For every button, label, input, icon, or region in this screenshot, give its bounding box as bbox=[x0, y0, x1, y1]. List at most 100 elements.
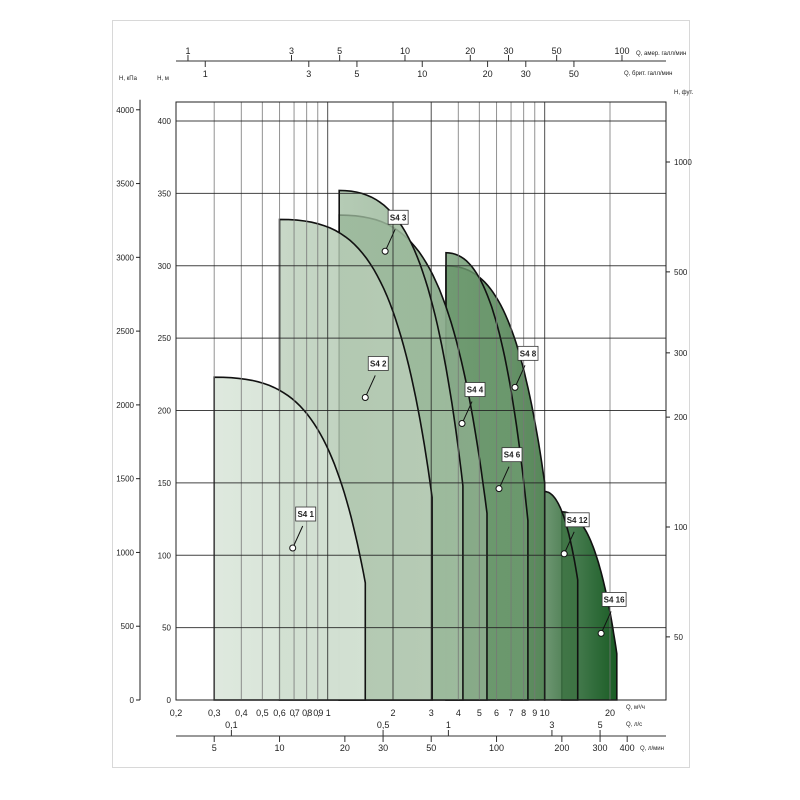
y-tick-label-m: 50 bbox=[162, 624, 171, 633]
x-tick-label-usgpm: 1 bbox=[185, 46, 190, 56]
x-tick-label-lmin: 20 bbox=[340, 743, 350, 753]
series-label-box bbox=[501, 447, 523, 463]
x-tick-label-usgpm: 5 bbox=[337, 46, 342, 56]
series-label: S4 16 bbox=[604, 595, 625, 604]
x-tick-label-usgpm: 20 bbox=[465, 46, 475, 56]
x-tick-label: 20 bbox=[605, 708, 615, 718]
x-axis-label-lmin: Q, л/мин bbox=[640, 746, 664, 752]
x-tick-label-impgpm: 10 bbox=[417, 69, 427, 79]
x-tick-label-ls: 0,1 bbox=[225, 720, 238, 730]
operating-point bbox=[511, 383, 519, 391]
y-tick-label-kpa: 1000 bbox=[116, 548, 134, 557]
label-leader bbox=[384, 229, 396, 252]
y-tick-label-kpa: 2500 bbox=[116, 327, 134, 336]
series-label-box bbox=[601, 592, 627, 607]
x-axis-label-usgpm: Q, амер. галл/мин bbox=[636, 51, 686, 57]
label-leader bbox=[498, 466, 510, 489]
x-tick-label: 3 bbox=[429, 708, 434, 718]
operating-point bbox=[597, 629, 605, 637]
x-tick-label-impgpm: 3 bbox=[306, 69, 311, 79]
label-leader bbox=[364, 375, 376, 398]
x-tick-label: 4 bbox=[456, 708, 461, 718]
y-tick-label-m: 300 bbox=[158, 262, 172, 271]
series-label: S4 1 bbox=[297, 510, 314, 519]
operating-point bbox=[381, 247, 389, 255]
x-tick-label-usgpm: 50 bbox=[552, 46, 562, 56]
x-tick-label-usgpm: 100 bbox=[614, 46, 629, 56]
y-tick-label-kpa: 0 bbox=[130, 696, 135, 705]
x-tick-label-ls: 5 bbox=[598, 720, 603, 730]
pump-region-s412 bbox=[543, 490, 579, 701]
x-tick-label-impgpm: 30 bbox=[521, 69, 531, 79]
y-tick-label-kpa: 4000 bbox=[116, 106, 134, 115]
x-tick-label: 0,5 bbox=[256, 708, 269, 718]
operating-point bbox=[289, 544, 297, 552]
series-label: S4 2 bbox=[370, 359, 387, 368]
y-axis-label-kpa: H, кПа bbox=[119, 76, 138, 82]
y-tick-label-kpa: 3500 bbox=[116, 180, 134, 189]
y-tick-label-m: 350 bbox=[158, 189, 172, 198]
label-leader bbox=[514, 365, 526, 388]
x-tick-label: 5 bbox=[477, 708, 482, 718]
operating-point bbox=[495, 485, 503, 493]
y-tick-label-kpa: 3000 bbox=[116, 253, 134, 262]
y-tick-label-m: 400 bbox=[158, 117, 172, 126]
x-tick-label-ls: 3 bbox=[549, 720, 554, 730]
x-tick-label-impgpm: 20 bbox=[483, 69, 493, 79]
operating-point bbox=[458, 420, 466, 428]
y-tick-label-ft: 300 bbox=[674, 349, 688, 358]
x-tick-label: 8 bbox=[521, 708, 526, 718]
x-tick-label-lmin: 10 bbox=[275, 743, 285, 753]
plot-border bbox=[175, 101, 667, 701]
series-label-box bbox=[517, 345, 539, 361]
y-tick-label-ft: 500 bbox=[674, 268, 688, 277]
x-tick-label-ls: 1 bbox=[446, 720, 451, 730]
x-tick-label: 0,9 bbox=[313, 708, 323, 718]
x-axis-label-impgpm: Q, брит. галл/мин bbox=[624, 71, 672, 77]
y-tick-label-ft: 200 bbox=[674, 413, 688, 422]
x-tick-label: 2 bbox=[390, 708, 395, 718]
series-label-box bbox=[295, 506, 317, 522]
series-label-box bbox=[564, 512, 590, 528]
label-leader bbox=[292, 525, 304, 549]
x-tick-label: 1 bbox=[326, 708, 331, 718]
series-label-box bbox=[367, 356, 389, 371]
x-tick-label-usgpm: 10 bbox=[400, 46, 410, 56]
x-tick-label-lmin: 30 bbox=[378, 743, 388, 753]
series-label-box bbox=[387, 209, 409, 225]
operating-point bbox=[560, 550, 568, 558]
x-tick-label-impgpm: 5 bbox=[354, 69, 359, 79]
x-tick-label-impgpm: 1 bbox=[203, 69, 208, 79]
x-tick-label-ls: 0,5 bbox=[377, 720, 390, 730]
y-tick-label-m: 0 bbox=[167, 696, 172, 705]
x-tick-label-lmin: 400 bbox=[620, 743, 635, 753]
x-tick-label: 0,8 bbox=[302, 708, 312, 718]
label-leader bbox=[600, 611, 612, 634]
series-label: S4 4 bbox=[467, 386, 484, 395]
x-tick-label: 0,4 bbox=[235, 708, 248, 718]
series-label: S4 3 bbox=[390, 213, 407, 222]
x-tick-label-lmin: 300 bbox=[593, 743, 608, 753]
x-tick-label-impgpm: 50 bbox=[569, 69, 579, 79]
x-tick-label: 0,2 bbox=[170, 708, 183, 718]
y-tick-label-kpa: 500 bbox=[121, 622, 135, 631]
x-tick-label-lmin: 200 bbox=[554, 743, 569, 753]
x-axis-label: Q, м³/ч bbox=[626, 705, 645, 711]
x-tick-label-lmin: 5 bbox=[212, 743, 217, 753]
x-tick-label-usgpm: 30 bbox=[504, 46, 514, 56]
y-tick-label-ft: 100 bbox=[674, 523, 688, 532]
x-axis-label-ls: Q, л/с bbox=[626, 722, 642, 728]
y-axis-label-m: H, м bbox=[157, 76, 169, 82]
chart-frame bbox=[112, 20, 690, 768]
operating-point bbox=[361, 393, 369, 401]
x-tick-label: 9 bbox=[532, 708, 537, 718]
series-label: S4 12 bbox=[567, 516, 588, 525]
x-tick-label: 10 bbox=[540, 708, 550, 718]
x-tick-label: 0,3 bbox=[208, 708, 221, 718]
y-tick-label-kpa: 2000 bbox=[116, 401, 134, 410]
x-tick-label-usgpm: 3 bbox=[289, 46, 294, 56]
x-tick-label-lmin: 100 bbox=[489, 743, 504, 753]
series-label-box bbox=[464, 382, 486, 397]
y-tick-label-ft: 1000 bbox=[674, 158, 692, 167]
